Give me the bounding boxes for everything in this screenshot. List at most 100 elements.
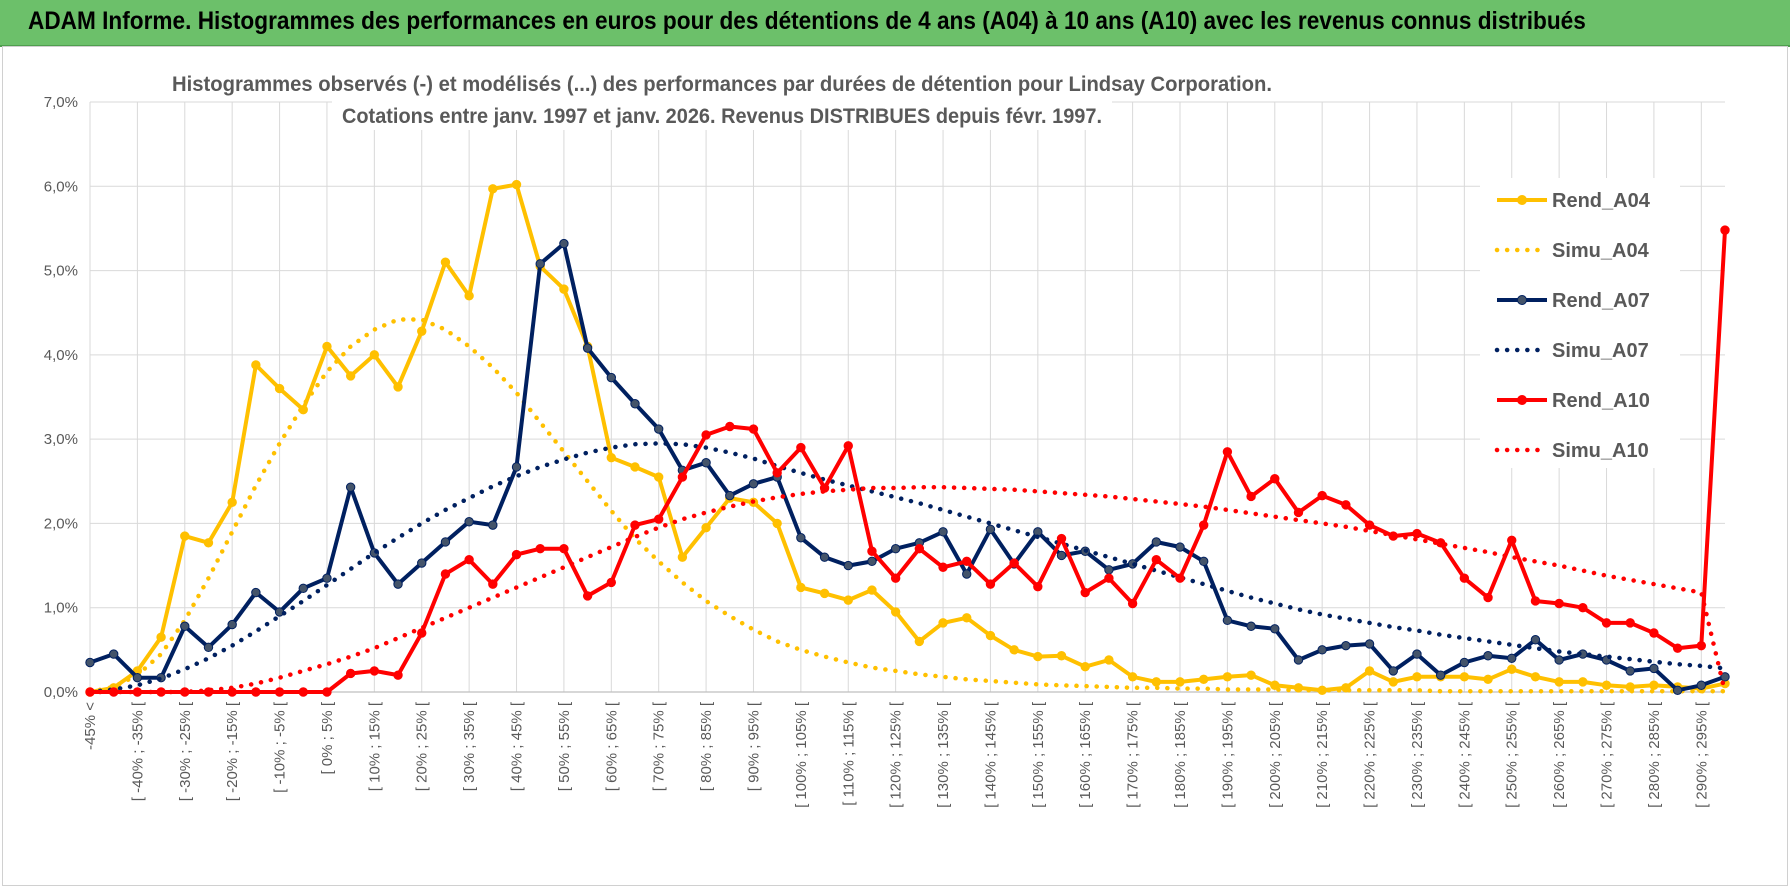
y-tick-label: 2,0%: [44, 515, 78, 532]
data-point: [417, 628, 427, 638]
chart-title-line-2: Cotations entre janv. 1997 et janv. 2026…: [342, 105, 1102, 128]
data-point: [701, 458, 711, 468]
y-tick-label: 0,0%: [44, 684, 78, 701]
data-point: [1293, 655, 1304, 665]
data-point: [511, 179, 522, 190]
data-point: [1672, 685, 1683, 696]
data-point: [488, 184, 498, 194]
data-point: [132, 672, 143, 683]
data-point: [1412, 649, 1422, 659]
data-point: [962, 613, 972, 623]
data-point: [1341, 500, 1351, 510]
data-point: [1554, 677, 1564, 687]
legend-label-rend-a10: Rend_A10: [1552, 390, 1650, 412]
data-point: [393, 579, 403, 589]
data-point: [1080, 662, 1090, 672]
legend-marker: [1517, 195, 1527, 205]
data-point: [677, 472, 688, 482]
data-point: [488, 520, 498, 530]
data-point: [1412, 528, 1422, 539]
data-point: [440, 537, 451, 547]
data-point: [843, 441, 853, 451]
data-point: [1364, 666, 1375, 676]
data-point: [1649, 628, 1659, 638]
data-point: [108, 649, 119, 659]
data-point: [369, 666, 380, 676]
data-point: [1056, 550, 1067, 561]
data-point: [1175, 677, 1185, 687]
data-point: [1507, 664, 1517, 674]
data-point: [1364, 639, 1375, 649]
x-tick-label: [ 160% ; 165% [: [1077, 701, 1094, 808]
data-point: [1530, 596, 1541, 606]
data-point: [227, 619, 237, 630]
data-point: [867, 556, 877, 567]
data-point: [345, 482, 356, 492]
data-point: [1033, 581, 1043, 592]
data-point: [962, 556, 972, 567]
data-point: [1151, 677, 1162, 687]
data-point: [606, 452, 617, 463]
data-point: [1270, 474, 1280, 484]
legend-label-simu-a04: Simu_A04: [1552, 240, 1650, 262]
data-point: [322, 341, 332, 352]
data-point: [180, 621, 190, 631]
x-tick-label: [ 210% ; 215% [: [1314, 701, 1331, 808]
data-point: [1649, 680, 1659, 690]
data-point: [748, 479, 759, 489]
data-point: [914, 636, 925, 647]
data-point: [1033, 651, 1043, 662]
data-point: [1364, 520, 1375, 530]
data-point: [1483, 651, 1493, 661]
x-tick-label: [ 130% ; 135% [: [935, 701, 952, 808]
data-point: [938, 618, 948, 628]
data-point: [653, 424, 664, 434]
data-point: [559, 284, 569, 294]
data-point: [1459, 573, 1470, 583]
data-point: [1435, 670, 1446, 680]
data-point: [1672, 643, 1683, 653]
x-tick-label: [ 250% ; 255% [: [1504, 701, 1521, 808]
data-point: [1578, 677, 1588, 687]
data-point: [725, 421, 735, 432]
data-point: [701, 430, 711, 440]
x-tick-label: [ 170% ; 175% [: [1125, 701, 1142, 808]
data-point: [630, 520, 640, 530]
x-tick-label: [ 180% ; 185% [: [1172, 701, 1189, 808]
data-point: [867, 546, 877, 556]
data-point: [606, 372, 617, 383]
data-point: [203, 538, 214, 548]
data-point: [653, 514, 664, 524]
data-point: [796, 533, 806, 543]
data-point: [677, 552, 688, 562]
data-point: [1601, 680, 1612, 690]
x-tick-label: [ 40% ; 45% [: [509, 701, 526, 791]
chart-frame: [2, 46, 1788, 886]
data-point: [1696, 680, 1707, 690]
legend-label-simu-a07: Simu_A07: [1552, 340, 1649, 362]
x-tick-label: [ -10% ; -5% [: [272, 701, 289, 793]
data-point: [1056, 533, 1067, 544]
data-point: [819, 552, 830, 562]
data-point: [298, 687, 308, 697]
data-point: [1151, 537, 1162, 547]
data-point: [1483, 592, 1493, 603]
data-point: [1507, 653, 1517, 663]
data-point: [1293, 507, 1304, 518]
series-line-rend-a07: [89, 241, 1726, 693]
data-point: [914, 544, 925, 554]
data-point: [1104, 565, 1114, 575]
series-line-rend-a04: [89, 182, 1726, 694]
data-point: [1317, 490, 1327, 501]
y-tick-label: 5,0%: [44, 263, 78, 280]
y-tick-label: 3,0%: [44, 431, 78, 448]
x-tick-label: [ 90% ; 95% [: [745, 701, 762, 791]
data-point: [985, 579, 996, 589]
x-tick-label: [ -20% ; -15% [: [224, 701, 241, 801]
data-point: [1127, 672, 1138, 682]
data-point: [1104, 655, 1114, 665]
data-point: [1246, 491, 1256, 502]
data-point: [748, 424, 759, 434]
data-point: [796, 442, 806, 453]
